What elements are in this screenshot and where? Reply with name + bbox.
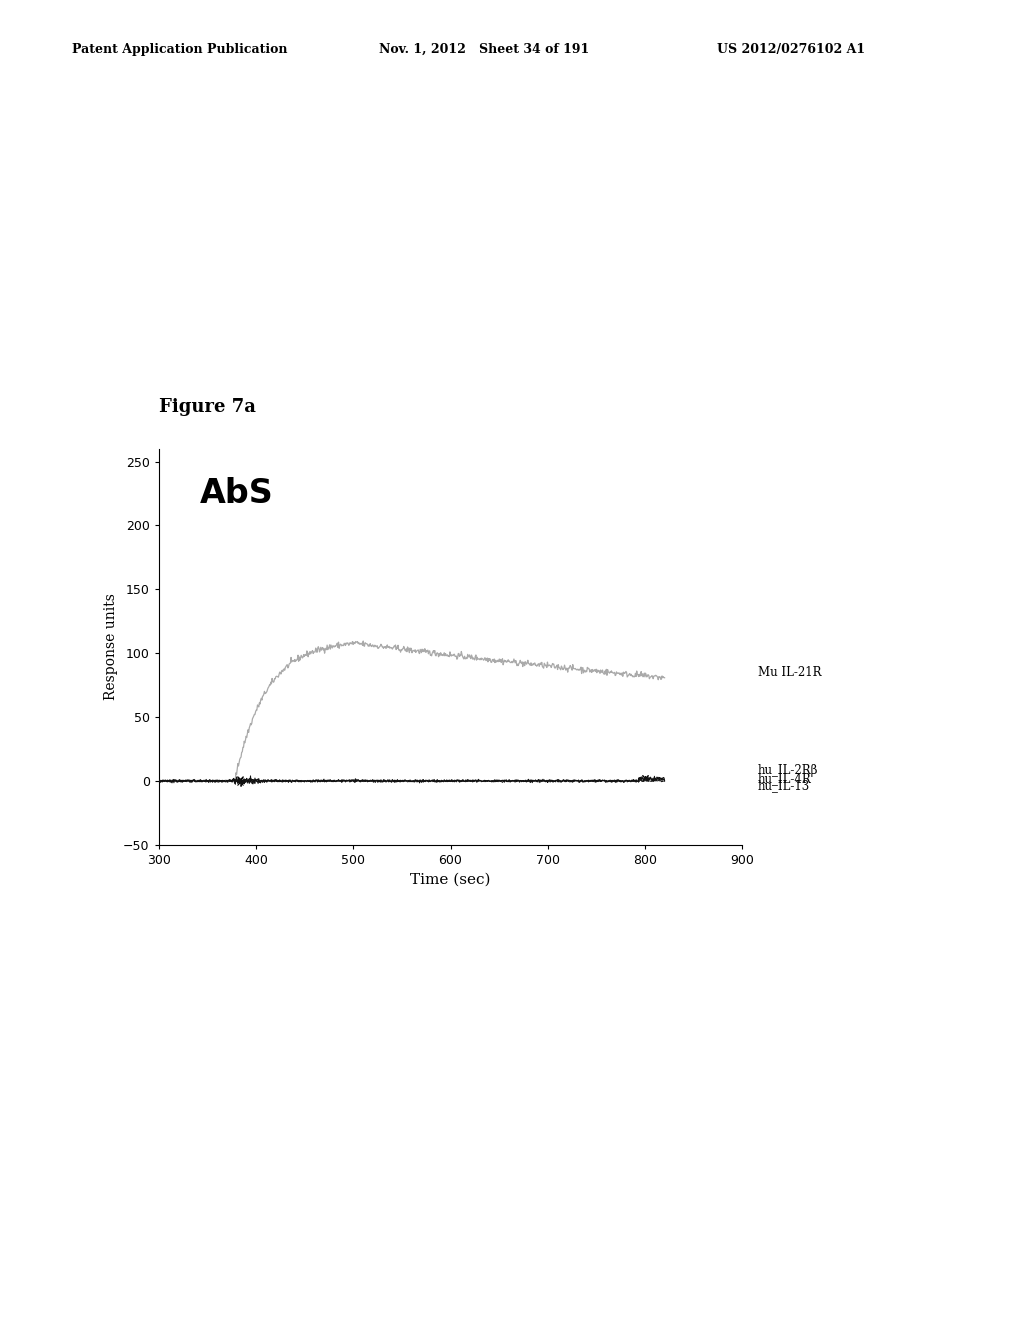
Text: Patent Application Publication: Patent Application Publication [72,42,287,55]
Text: Nov. 1, 2012   Sheet 34 of 191: Nov. 1, 2012 Sheet 34 of 191 [379,42,589,55]
Text: hu_IL-2Rβ: hu_IL-2Rβ [758,764,818,777]
Text: Figure 7a: Figure 7a [159,397,256,416]
Text: Mu IL-21R: Mu IL-21R [758,665,821,678]
Y-axis label: Response units: Response units [103,594,118,700]
X-axis label: Time (sec): Time (sec) [411,873,490,887]
Text: hu_IL-13: hu_IL-13 [758,780,810,792]
Text: US 2012/0276102 A1: US 2012/0276102 A1 [717,42,865,55]
Text: hu_IL-4R: hu_IL-4R [758,772,811,785]
Text: AbS: AbS [200,477,273,510]
